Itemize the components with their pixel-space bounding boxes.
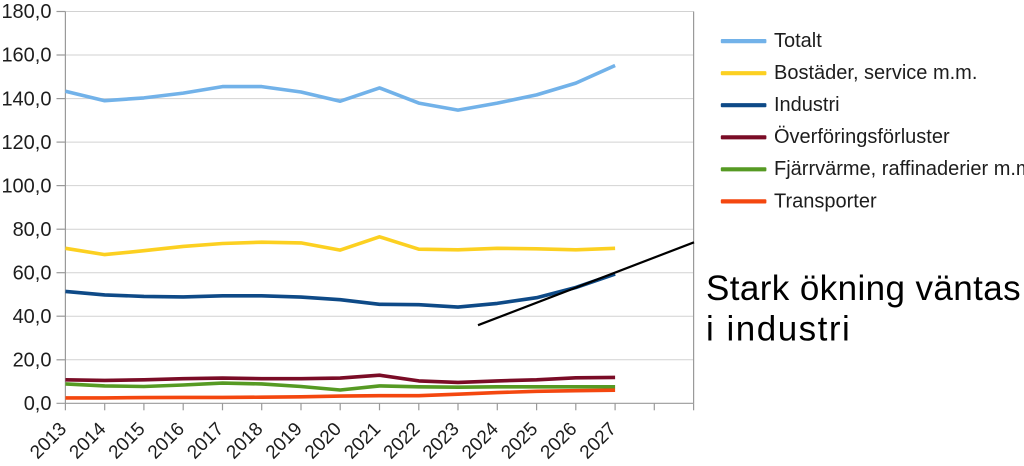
svg-text:Överföringsförluster: Överföringsförluster <box>774 126 950 148</box>
svg-text:i industri: i industri <box>706 310 851 349</box>
svg-text:80,0: 80,0 <box>13 219 52 241</box>
svg-text:Fjärrvärme, raffinaderier m.m.: Fjärrvärme, raffinaderier m.m. <box>774 158 1024 180</box>
svg-text:0,0: 0,0 <box>24 393 52 415</box>
svg-text:Totalt: Totalt <box>774 30 822 52</box>
svg-text:180,0: 180,0 <box>1 1 51 23</box>
svg-text:120,0: 120,0 <box>1 132 51 154</box>
svg-text:160,0: 160,0 <box>1 45 51 67</box>
svg-text:Bostäder, service m.m.: Bostäder, service m.m. <box>774 62 977 84</box>
svg-text:Transporter: Transporter <box>774 190 877 212</box>
svg-text:40,0: 40,0 <box>13 306 52 328</box>
svg-text:60,0: 60,0 <box>13 262 52 284</box>
svg-text:Stark ökning väntas: Stark ökning väntas <box>706 269 1021 308</box>
svg-text:100,0: 100,0 <box>1 175 51 197</box>
svg-text:20,0: 20,0 <box>13 350 52 372</box>
svg-text:Industri: Industri <box>774 94 840 116</box>
svg-text:140,0: 140,0 <box>1 88 51 110</box>
